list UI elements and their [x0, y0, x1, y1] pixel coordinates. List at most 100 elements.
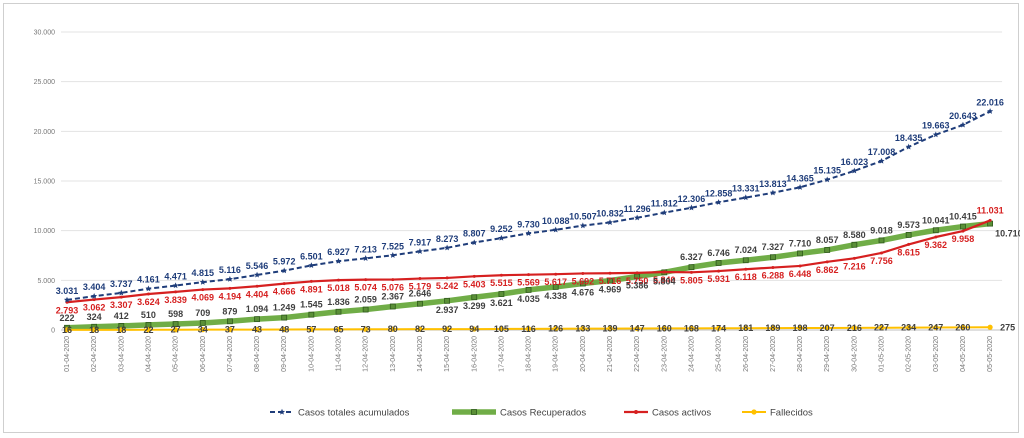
point-fallecidos	[91, 327, 97, 333]
data-label-recuperados: 2.059	[354, 295, 377, 305]
point-fallecidos	[906, 325, 912, 331]
data-label-recuperados: 2.367	[382, 291, 405, 301]
x-tick-label: 01-04-2020	[64, 336, 71, 372]
point-fallecidos	[64, 327, 70, 333]
point-activos	[934, 235, 938, 239]
point-totales	[769, 189, 776, 196]
point-activos	[146, 292, 150, 296]
point-recuperados	[770, 254, 776, 261]
data-label-recuperados: 3.621	[490, 298, 513, 308]
legend-marker-activos	[634, 410, 638, 414]
data-label-recuperados: 222	[59, 313, 74, 323]
data-label-activos: 5.840	[653, 275, 676, 285]
data-label-recuperados: 2.646	[409, 289, 432, 299]
point-activos	[391, 278, 395, 282]
data-label-totales: 11.812	[651, 199, 678, 209]
data-label-activos: 11.031	[977, 205, 1004, 215]
data-label-fallecidos: 174	[711, 323, 726, 333]
data-label-totales: 6.501	[300, 251, 323, 261]
x-tick-label: 19-04-2020	[553, 336, 560, 372]
point-totales	[254, 271, 261, 278]
point-recuperados	[688, 264, 695, 271]
point-activos	[337, 278, 340, 282]
point-totales	[362, 255, 369, 261]
line-chart: 0 5.000 10.000 15.000 20.000 25.000 30.000 01-0…	[34, 30, 1020, 419]
series-group	[63, 108, 994, 333]
point-totales	[525, 230, 532, 236]
x-tick-label: 03-04-2020	[118, 336, 125, 372]
data-label-fallecidos: 139	[602, 324, 617, 334]
point-recuperados	[444, 297, 451, 304]
point-fallecidos	[145, 327, 152, 333]
data-label-fallecidos: 168	[684, 323, 699, 333]
point-recuperados	[851, 241, 858, 248]
chart-frame: 0 5.000 10.000 15.000 20.000 25.000 30.000 01-0…	[3, 3, 1020, 433]
point-recuperados	[471, 294, 478, 301]
point-recuperados	[199, 320, 206, 326]
data-label-activos: 5.074	[354, 283, 377, 293]
point-recuperados	[308, 311, 315, 318]
point-fallecidos	[770, 325, 776, 331]
point-activos	[717, 269, 721, 273]
point-fallecidos	[824, 325, 830, 331]
data-label-totales: 4.471	[164, 272, 187, 282]
point-recuperados	[335, 308, 342, 315]
x-tick-label: 01-05-2020	[879, 336, 886, 372]
data-label-fallecidos: 207	[820, 323, 835, 333]
point-fallecidos	[118, 327, 124, 333]
point-fallecidos	[987, 324, 993, 330]
data-label-activos: 5.018	[327, 283, 350, 293]
legend-label: Casos totales acumulados	[298, 408, 410, 419]
point-fallecidos	[363, 326, 369, 332]
point-totales	[498, 234, 505, 241]
data-label-fallecidos: 65	[333, 324, 343, 334]
y-tick-label: 15.000	[34, 179, 56, 186]
point-fallecidos	[553, 326, 559, 332]
point-totales	[661, 209, 668, 216]
x-tick-label: 11-04-2020	[336, 336, 343, 371]
x-tick-label: 02-04-2020	[91, 336, 98, 372]
data-label-activos: 3.307	[110, 300, 133, 310]
data-label-totales: 10.088	[542, 216, 570, 226]
point-activos	[527, 273, 531, 277]
point-totales	[797, 184, 804, 190]
point-activos	[255, 284, 259, 288]
data-label-totales: 8.807	[463, 229, 486, 239]
y-tick-label: 5.000	[37, 278, 55, 285]
data-label-fallecidos: 105	[494, 324, 509, 334]
point-recuperados	[797, 250, 803, 257]
data-label-recuperados: 10.710	[995, 229, 1020, 239]
point-activos	[174, 290, 178, 294]
data-label-recuperados: 6.327	[680, 252, 703, 262]
data-label-activos: 4.666	[273, 287, 296, 297]
point-totales	[905, 143, 912, 150]
data-label-recuperados: 1.094	[246, 304, 269, 314]
point-fallecidos	[417, 326, 423, 332]
x-tick-label: 07-04-2020	[227, 336, 234, 372]
point-totales	[281, 267, 288, 274]
data-label-recuperados: 5.386	[626, 280, 649, 290]
data-label-activos: 5.716	[599, 276, 622, 286]
data-label-totales: 11.296	[624, 204, 651, 214]
point-totales	[63, 296, 71, 303]
point-recuperados	[362, 306, 369, 313]
x-tick-label: 23-04-2020	[661, 336, 668, 372]
data-label-totales: 5.972	[273, 257, 296, 267]
point-activos	[309, 279, 313, 283]
data-label-totales: 3.404	[83, 282, 106, 292]
data-label-totales: 16.023	[841, 157, 869, 167]
x-tick-label: 20-04-2020	[580, 336, 587, 372]
legend-marker-totales	[278, 408, 286, 415]
point-fallecidos	[607, 326, 613, 332]
point-totales	[172, 282, 179, 289]
data-label-totales: 13.813	[759, 179, 787, 189]
point-fallecidos	[580, 326, 586, 332]
data-label-fallecidos: 57	[306, 324, 316, 334]
point-activos	[852, 256, 856, 260]
data-label-activos: 6.288	[762, 271, 785, 281]
x-tick-label: 10-04-2020	[308, 336, 315, 372]
legend-label: Fallecidos	[770, 408, 813, 419]
x-tick-label: 14-04-2020	[417, 336, 424, 372]
point-fallecidos	[960, 324, 966, 331]
data-label-totales: 8.273	[436, 234, 459, 244]
